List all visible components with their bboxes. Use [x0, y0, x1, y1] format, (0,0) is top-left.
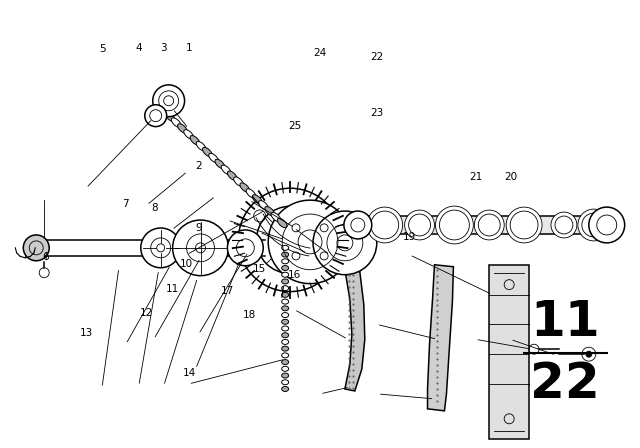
Text: 10: 10 [180, 259, 193, 269]
Circle shape [371, 211, 399, 239]
Ellipse shape [165, 112, 175, 121]
Ellipse shape [282, 306, 289, 311]
Ellipse shape [202, 147, 212, 157]
Text: 23: 23 [371, 108, 384, 118]
Ellipse shape [282, 353, 289, 358]
Ellipse shape [282, 266, 289, 271]
Polygon shape [428, 265, 453, 411]
Ellipse shape [234, 177, 243, 186]
Circle shape [510, 211, 538, 239]
Ellipse shape [282, 346, 289, 351]
Text: 2: 2 [196, 161, 202, 171]
Ellipse shape [159, 106, 168, 116]
Circle shape [435, 206, 474, 244]
Circle shape [474, 210, 504, 240]
Ellipse shape [209, 153, 218, 163]
Ellipse shape [282, 373, 289, 378]
Ellipse shape [240, 183, 250, 192]
Text: 4: 4 [135, 43, 141, 53]
Ellipse shape [172, 118, 181, 127]
Ellipse shape [282, 252, 289, 257]
Circle shape [153, 85, 184, 116]
Circle shape [551, 212, 577, 238]
Circle shape [478, 214, 500, 236]
Ellipse shape [177, 124, 188, 133]
Text: 24: 24 [314, 47, 326, 58]
Circle shape [313, 211, 377, 275]
Text: 21: 21 [470, 172, 483, 182]
Circle shape [404, 210, 435, 240]
Circle shape [23, 235, 49, 261]
Text: 22: 22 [371, 52, 384, 62]
Ellipse shape [215, 159, 225, 168]
Text: 17: 17 [221, 286, 234, 296]
Ellipse shape [227, 171, 237, 181]
FancyBboxPatch shape [489, 265, 529, 439]
Text: 11: 11 [531, 298, 600, 346]
Ellipse shape [282, 272, 289, 277]
Ellipse shape [282, 279, 289, 284]
Ellipse shape [252, 195, 262, 204]
Ellipse shape [282, 380, 289, 385]
Text: 25: 25 [288, 121, 301, 131]
Circle shape [145, 105, 166, 127]
Text: 1: 1 [186, 43, 193, 53]
Text: 13: 13 [79, 328, 93, 338]
Circle shape [173, 220, 228, 276]
Circle shape [506, 207, 542, 243]
Text: 3: 3 [161, 43, 167, 53]
Circle shape [582, 213, 605, 237]
Text: 12: 12 [140, 308, 154, 318]
Ellipse shape [259, 201, 268, 210]
Circle shape [268, 200, 352, 284]
Ellipse shape [282, 259, 289, 264]
Text: 19: 19 [403, 233, 416, 242]
Circle shape [344, 211, 372, 239]
Text: 16: 16 [288, 270, 301, 280]
Ellipse shape [221, 165, 231, 174]
Ellipse shape [190, 136, 200, 145]
Text: 20: 20 [504, 172, 518, 182]
Circle shape [578, 209, 610, 241]
Ellipse shape [271, 212, 281, 222]
Polygon shape [345, 270, 365, 391]
Text: 5: 5 [99, 44, 106, 55]
Text: 7: 7 [122, 199, 129, 209]
Ellipse shape [282, 293, 289, 297]
Text: 22: 22 [531, 360, 600, 408]
Text: 15: 15 [253, 263, 266, 274]
Ellipse shape [282, 246, 289, 250]
Ellipse shape [282, 326, 289, 331]
Circle shape [586, 351, 592, 357]
Ellipse shape [196, 142, 206, 151]
Circle shape [555, 216, 573, 234]
Ellipse shape [184, 129, 193, 139]
Circle shape [227, 230, 263, 266]
Text: 11: 11 [166, 284, 179, 293]
Ellipse shape [282, 299, 289, 304]
Circle shape [367, 207, 403, 243]
Ellipse shape [246, 189, 256, 198]
Circle shape [408, 214, 431, 236]
Ellipse shape [282, 313, 289, 318]
Circle shape [589, 207, 625, 243]
Ellipse shape [277, 218, 287, 228]
Ellipse shape [282, 319, 289, 324]
Ellipse shape [265, 207, 275, 216]
Ellipse shape [282, 360, 289, 365]
Ellipse shape [282, 340, 289, 345]
Ellipse shape [282, 286, 289, 291]
Text: 14: 14 [183, 368, 196, 378]
Ellipse shape [282, 387, 289, 392]
Ellipse shape [282, 366, 289, 371]
Text: 9: 9 [196, 224, 202, 233]
Circle shape [440, 210, 469, 240]
Circle shape [141, 228, 180, 268]
Ellipse shape [282, 333, 289, 338]
Text: 6: 6 [43, 252, 49, 263]
Text: 8: 8 [151, 203, 157, 213]
Text: 18: 18 [243, 310, 257, 320]
